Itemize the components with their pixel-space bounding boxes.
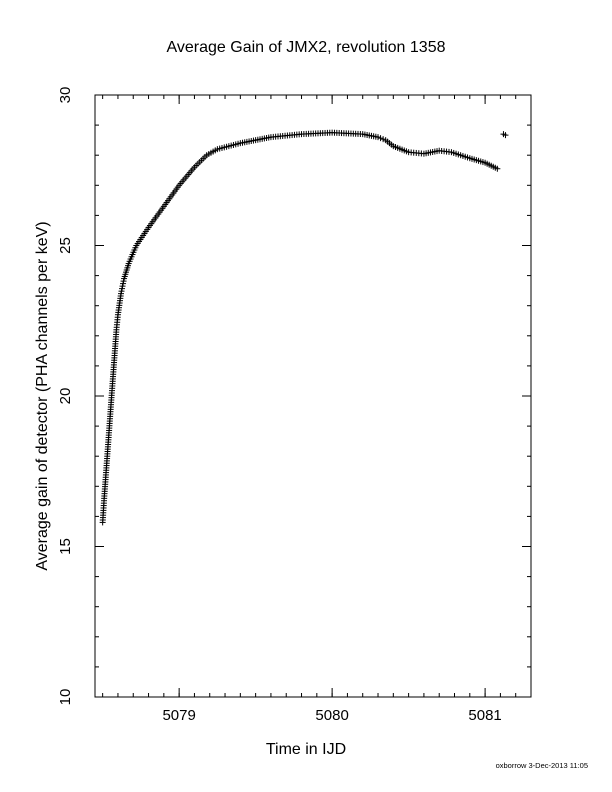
x-tick-label: 5081 xyxy=(468,707,501,724)
y-tick-label: 15 xyxy=(57,538,74,555)
chart-title: Average Gain of JMX2, revolution 1358 xyxy=(167,39,446,56)
y-axis-label: Average gain of detector (PHA channels p… xyxy=(34,221,51,570)
data-point xyxy=(494,165,501,172)
y-tick-label: 10 xyxy=(57,689,74,706)
y-tick-label: 25 xyxy=(57,237,74,254)
data-point xyxy=(377,135,384,142)
x-axis: 5079 5080 5081 xyxy=(102,95,532,724)
data-point xyxy=(118,288,125,295)
plot-frame xyxy=(94,94,532,698)
y-tick-label: 30 xyxy=(57,87,74,104)
data-point xyxy=(380,136,387,143)
data-point xyxy=(118,290,125,297)
y-axis: 10 15 20 25 30 xyxy=(57,87,531,706)
data-point xyxy=(120,278,127,285)
y-tick-label: 20 xyxy=(57,388,74,405)
footer-timestamp: oxborrow 3-Dec-2013 11:05 xyxy=(496,761,588,770)
data-point xyxy=(119,285,126,292)
data-point xyxy=(120,280,127,287)
x-tick-label: 5080 xyxy=(315,707,348,724)
x-tick-label: 5079 xyxy=(162,707,195,724)
data-series xyxy=(99,129,509,526)
data-point xyxy=(375,134,382,141)
data-point xyxy=(119,283,126,290)
x-axis-label: Time in IJD xyxy=(266,741,346,758)
data-point xyxy=(502,132,509,139)
